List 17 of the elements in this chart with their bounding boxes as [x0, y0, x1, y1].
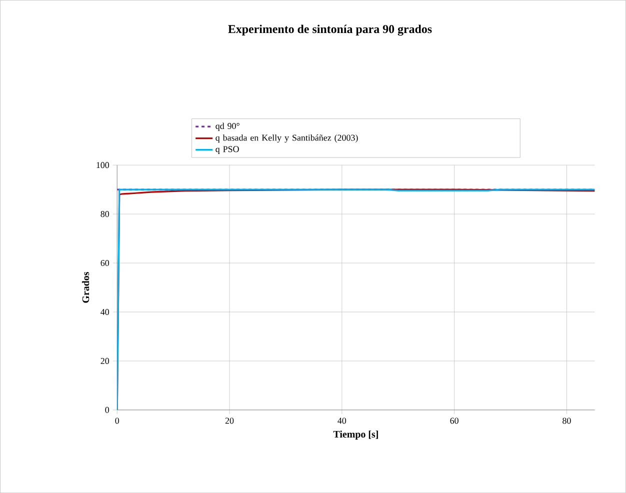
chart-title: Experimento de sintonía para 90 grados — [228, 24, 432, 36]
y-tick-label: 80 — [100, 211, 110, 218]
y-tick-label: 100 — [96, 162, 110, 168]
x-tick-label: 60 — [450, 418, 458, 424]
x-tick-label: 80 — [562, 418, 571, 424]
y-tick-label: 60 — [100, 260, 110, 266]
y-tick-label: 40 — [100, 308, 110, 315]
legend-label: q basada en Kelly y Santibáñez (2003) — [216, 134, 358, 143]
legend-label: qd 90° — [216, 122, 240, 131]
y-axis-title: Grados — [82, 272, 90, 303]
x-tick-label: 40 — [338, 418, 346, 424]
y-tick-label: 0 — [105, 406, 110, 413]
y-tick-label: 20 — [100, 358, 110, 364]
x-tick-label: 20 — [225, 418, 234, 424]
legend-label: q PSO — [216, 146, 239, 154]
x-axis-title: Tiempo [s] — [333, 430, 378, 440]
x-tick-label: 0 — [115, 418, 120, 424]
